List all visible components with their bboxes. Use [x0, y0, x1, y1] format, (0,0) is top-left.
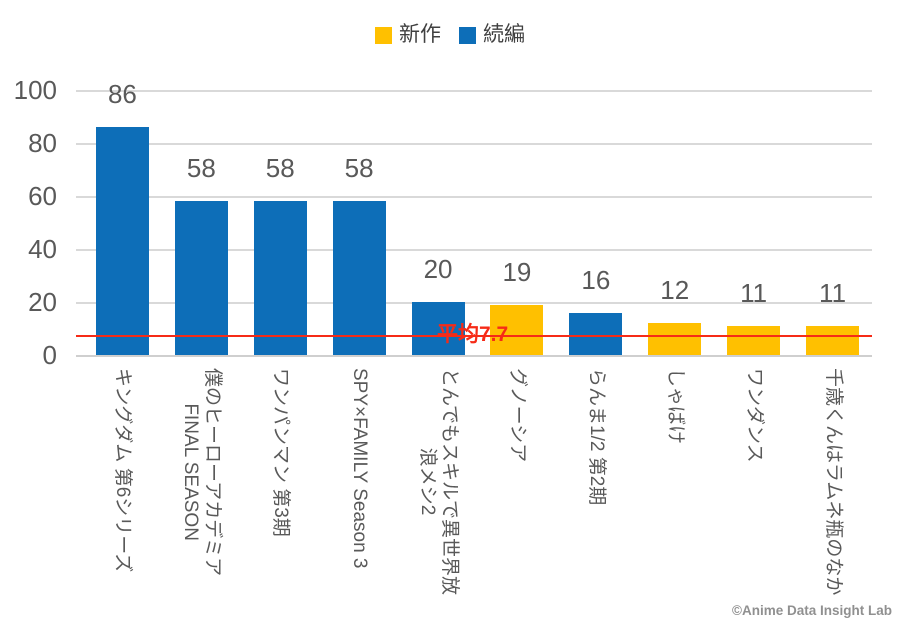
- bar-value-label: 58: [186, 153, 216, 184]
- x-axis-label: キングダム 第6シリーズ: [112, 368, 134, 573]
- legend-label-sequel: 続編: [483, 23, 525, 46]
- bar-1: [95, 127, 149, 355]
- x-axis-label: しゃばけ: [664, 368, 686, 445]
- legend-item-sequel: 続編: [459, 24, 525, 46]
- gridline-y60: [76, 196, 872, 198]
- bar-5: [411, 302, 465, 355]
- bar-value-label: 11: [740, 277, 768, 308]
- x-axis-label: グノーシア: [506, 368, 528, 463]
- x-axis-label: ワンダンス: [743, 368, 765, 463]
- bar-value-label: 11: [819, 277, 847, 308]
- bar-7: [569, 312, 623, 355]
- y-axis-tick-label: 20: [28, 287, 57, 317]
- x-axis-label: 千歳くんはラムネ瓶のなか: [822, 368, 844, 596]
- legend-item-new: 新作: [375, 24, 441, 46]
- x-axis-label: らんま1/2 第2期: [585, 368, 607, 506]
- gridline-y100: [76, 90, 872, 92]
- y-axis-tick-label: 100: [13, 75, 57, 105]
- bar-2: [174, 201, 228, 355]
- legend-swatch-new-icon: [375, 26, 392, 44]
- y-axis-tick-label: 60: [28, 181, 57, 211]
- legend-label-new: 新作: [399, 23, 441, 46]
- x-axis-label: SPY×FAMILY Season 3: [349, 368, 371, 569]
- average-line-label: 平均7.7: [437, 322, 509, 346]
- bar-10: [806, 325, 860, 355]
- chart-legend: 新作 続編: [0, 24, 900, 46]
- x-axis-label: とんでもスキルで異世界放 浪メシ2: [417, 368, 461, 596]
- legend-swatch-sequel-icon: [459, 26, 476, 44]
- bar-value-label: 19: [502, 256, 532, 287]
- bar-3: [253, 201, 307, 355]
- bar-value-label: 16: [581, 264, 611, 295]
- bar-value-label: 12: [660, 275, 690, 306]
- gridline-y20: [76, 302, 872, 304]
- bar-value-label: 20: [423, 254, 453, 284]
- watermark: ©Anime Data Insight Lab: [732, 603, 892, 618]
- bar-value-label: 58: [344, 153, 374, 184]
- x-axis-label: ワンパンマン 第3期: [270, 368, 292, 537]
- x-axis-line: [76, 355, 872, 357]
- bar-8: [648, 323, 702, 355]
- gridline-y40: [76, 249, 872, 251]
- bar-value-label: 58: [265, 153, 295, 184]
- y-axis-tick-label: 80: [28, 128, 57, 158]
- bar-6: [490, 304, 544, 355]
- bar-4: [332, 201, 386, 355]
- bar-value-label: 86: [107, 79, 137, 110]
- y-axis-tick-label: 40: [28, 234, 57, 264]
- x-axis-label: 僕のヒーローアカデミア FINAL SEASON: [180, 368, 224, 577]
- average-line: [76, 334, 872, 337]
- gridline-y80: [76, 143, 872, 145]
- bar-9: [727, 325, 781, 355]
- y-axis-tick-label: 0: [42, 340, 57, 370]
